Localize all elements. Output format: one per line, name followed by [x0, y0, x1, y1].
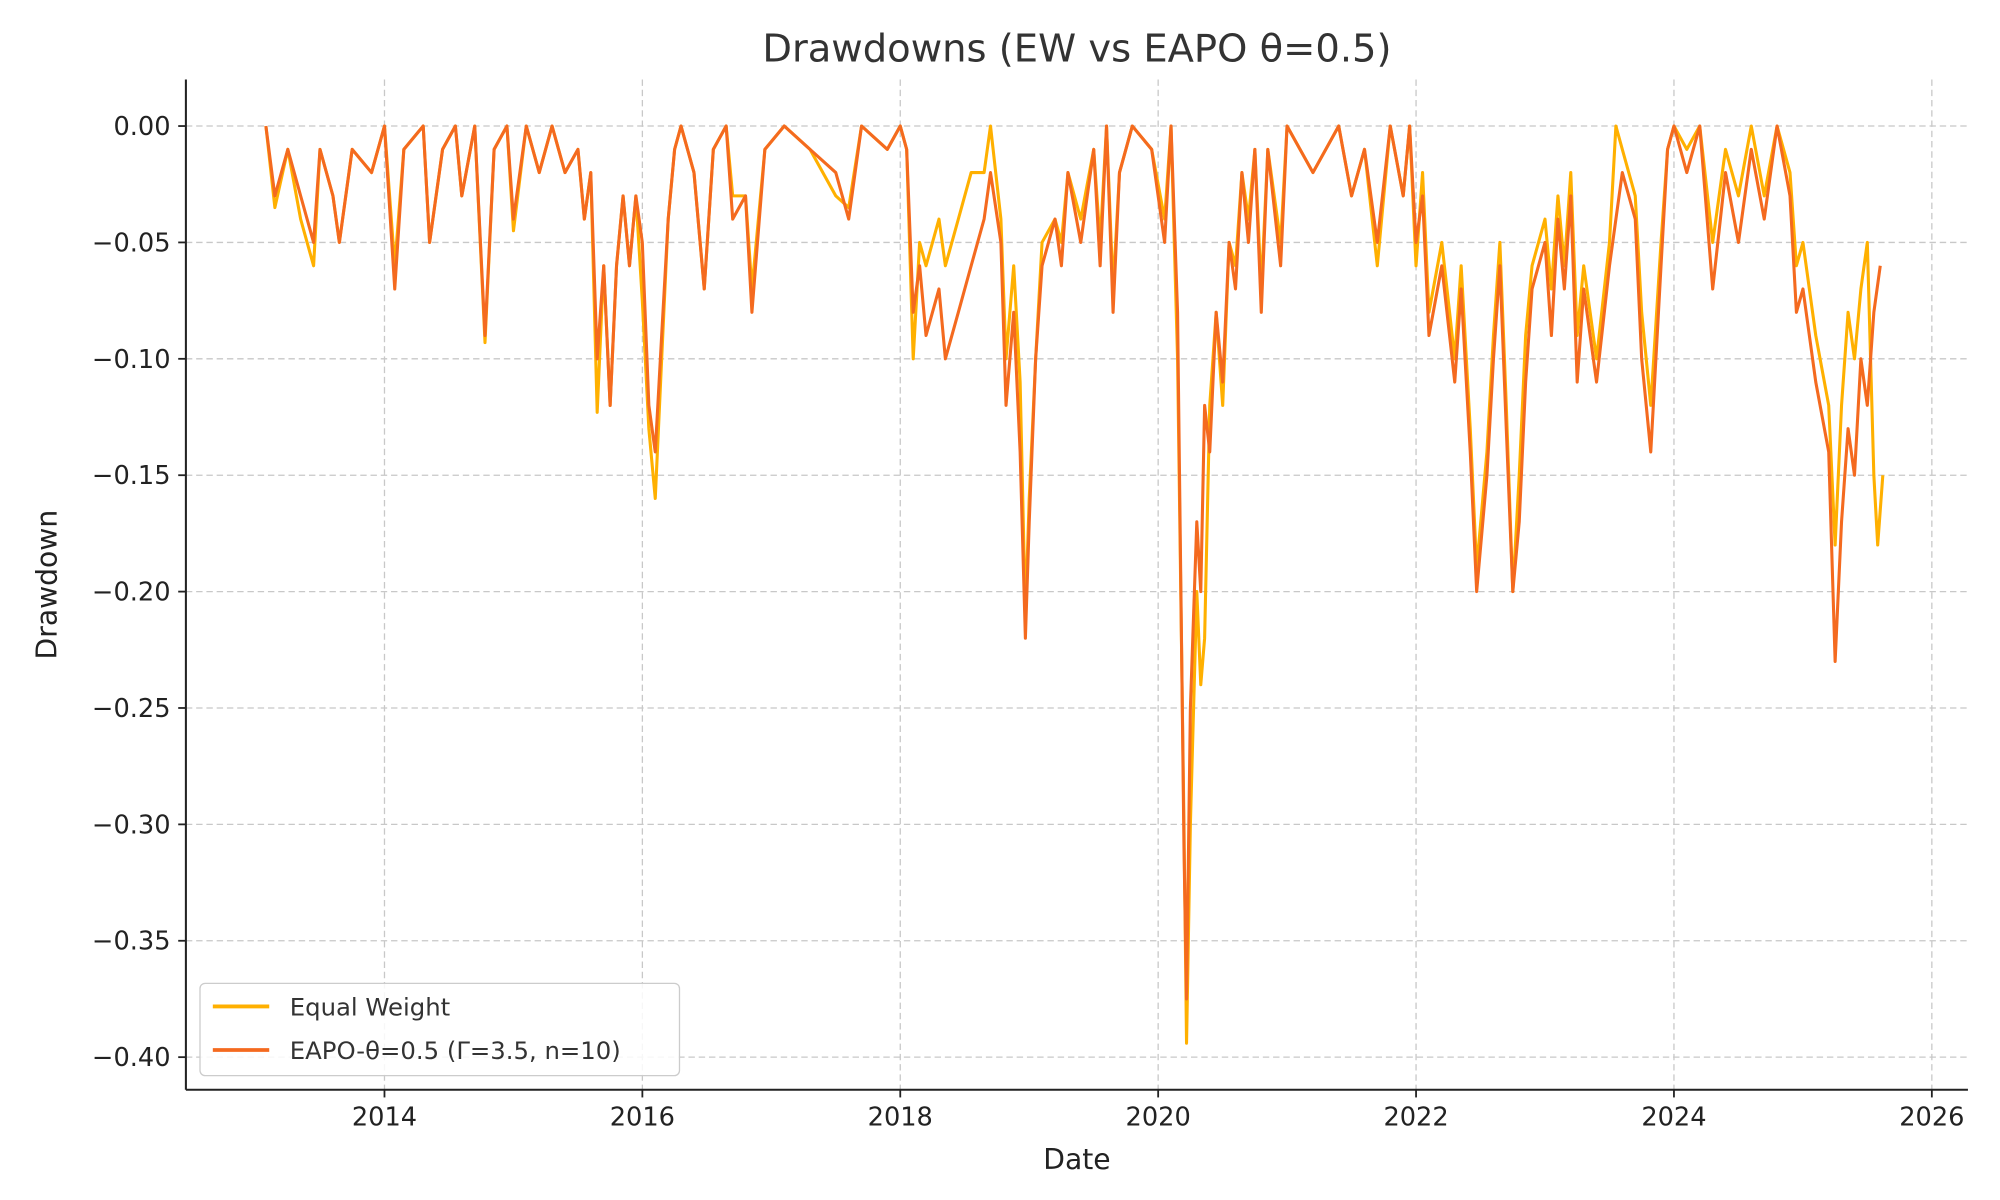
x-tick-label: 2020 [1126, 1103, 1191, 1133]
x-tick-label: 2026 [1899, 1103, 1964, 1133]
y-tick-label: −0.30 [92, 810, 171, 840]
y-tick-label: −0.05 [92, 228, 171, 258]
y-axis-label: Drawdown [30, 510, 63, 660]
chart-title: Drawdowns (EW vs EAPO θ=0.5) [762, 27, 1391, 72]
x-tick-label: 2016 [610, 1103, 675, 1133]
x-tick-label: 2018 [868, 1103, 933, 1133]
legend: Equal Weight EAPO-θ=0.5 (Γ=3.5, n=10) [199, 982, 681, 1077]
x-tick-label: 2014 [352, 1103, 417, 1133]
series-line-eapo [264, 124, 1882, 1001]
y-tick-label: 0.00 [113, 112, 170, 142]
legend-label-equal-weight: Equal Weight [290, 992, 451, 1021]
y-tick-label: −0.20 [92, 578, 171, 608]
y-tick-label: −0.40 [92, 1043, 171, 1073]
y-tick-label: −0.15 [92, 461, 171, 491]
y-tick-label: −0.25 [92, 694, 171, 724]
y-tick-label: −0.35 [92, 927, 171, 957]
x-axis-label: Date [1043, 1143, 1110, 1176]
x-tick-label: 2024 [1641, 1103, 1706, 1133]
y-tick-label: −0.10 [92, 345, 171, 375]
series-lines [264, 124, 1885, 1045]
axis-ticks: 2014 2016 2018 2020 2022 2024 2026 0.00 −0.05 −0.… [92, 112, 1964, 1133]
legend-box [199, 982, 681, 1077]
x-tick-label: 2022 [1383, 1103, 1448, 1133]
legend-label-eapo: EAPO-θ=0.5 (Γ=3.5, n=10) [290, 1036, 621, 1065]
